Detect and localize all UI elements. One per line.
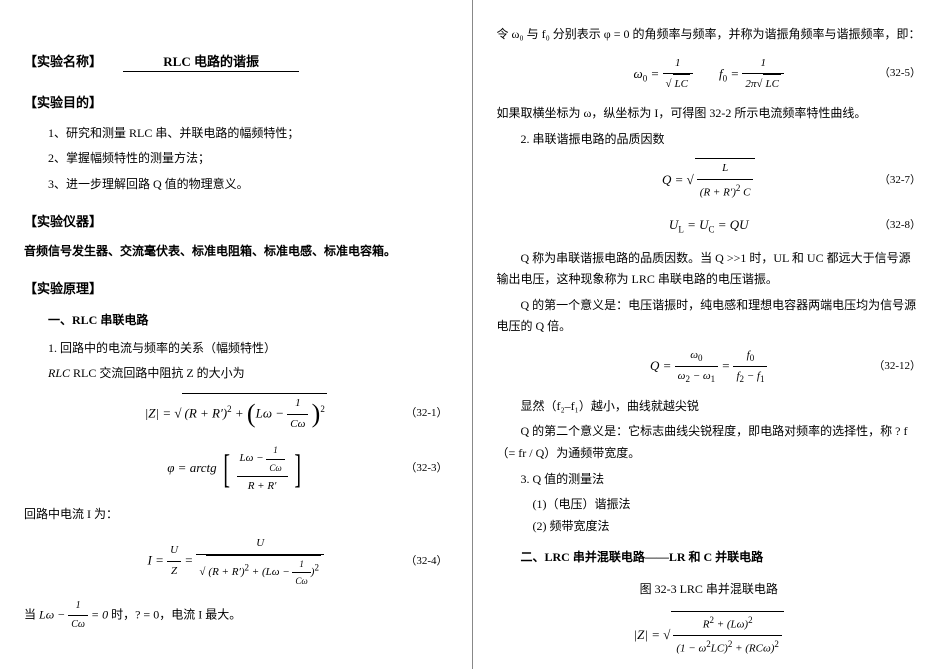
r-para-7: Q 的第二个意义是：它标志曲线尖锐程度，即电路对频率的选择性，称 ? f（= f… xyxy=(497,421,922,464)
figure-caption-32-3: 图 32-3 LRC 串并混联电路 xyxy=(497,579,922,601)
subsection-2: 二、LRC 串并混联电路——LR 和 C 并联电路 xyxy=(521,547,922,569)
title-label: 【实验名称】 xyxy=(24,54,102,69)
r-para-9: (1)（电压）谐振法 xyxy=(533,494,922,516)
principle-heading: 【实验原理】 xyxy=(24,277,448,300)
para-1: 1. 回路中的电流与频率的关系（幅频特性） xyxy=(48,338,448,360)
equation-32-8: UL = UC = QU （32-8） xyxy=(497,212,922,240)
purpose-item-2: 2、掌握幅频特性的测量方法； xyxy=(48,148,448,170)
equation-32-5: ω0 = 1√LC f0 = 12π√LC （32-5） xyxy=(497,54,922,96)
eqnum-32-12: （32-12） xyxy=(873,357,921,377)
left-column: 【实验名称】 RLC 电路的谐振 【实验目的】 1、研究和测量 RLC 串、并联… xyxy=(0,0,473,669)
subsection-1: 一、RLC 串联电路 xyxy=(48,310,448,332)
equation-32-12: Q = ω0ω2 − ω1 = f0f2 − f1 （32-12） xyxy=(497,346,922,388)
equation-32-7: Q = √L(R + R′)2 C （32-7） xyxy=(497,158,922,203)
equation-z-mixed: |Z| = √ R2 + (Lω)2 (1 − ω2LC)2 + (RCω)2 xyxy=(497,611,922,660)
purpose-heading: 【实验目的】 xyxy=(24,91,448,114)
r-para-6: 显然（f₂–f₁）越小，曲线就越尖锐 xyxy=(521,396,922,418)
para-4: 当 Lω − 1Cω = 0 时，? = 0，电流 I 最大。 xyxy=(24,597,448,634)
title-text: RLC 电路的谐振 xyxy=(123,54,299,72)
apparatus-heading: 【实验仪器】 xyxy=(24,210,448,233)
eqnum-32-8: （32-8） xyxy=(879,216,921,236)
para-2: RLC RLC 交流回路中阻抗 Z 的大小为 xyxy=(48,363,448,385)
r-para-1: 令 ω₀ 与 f₀ 分别表示 φ = 0 的角频率与频率，并称为谐振角频率与谐振… xyxy=(497,24,922,46)
r-para-5: Q 的第一个意义是：电压谐振时，纯电感和理想电容器两端电压均为信号源电压的 Q … xyxy=(497,295,922,338)
r-para-4: Q 称为串联谐振电路的品质因数。当 Q >>1 时，UL 和 UC 都远大于信号… xyxy=(497,248,922,291)
equation-32-3: φ = arctg [ Lω − 1Cω R + R′ ] （32-3） xyxy=(24,442,448,496)
eqnum-32-4: （32-4） xyxy=(405,552,447,572)
right-column: 令 ω₀ 与 f₀ 分别表示 φ = 0 的角频率与频率，并称为谐振角频率与谐振… xyxy=(473,0,945,669)
eqnum-32-7: （32-7） xyxy=(879,171,921,191)
r-para-3: 2. 串联谐振电路的品质因数 xyxy=(521,129,922,151)
r-para-8: 3. Q 值的测量法 xyxy=(521,469,922,491)
apparatus-body: 音频信号发生器、交流毫伏表、标准电阻箱、标准电感、标准电容箱。 xyxy=(24,241,448,263)
purpose-item-1: 1、研究和测量 RLC 串、并联电路的幅频特性； xyxy=(48,123,448,145)
experiment-title-row: 【实验名称】 RLC 电路的谐振 xyxy=(24,50,448,73)
r-para-10: (2) 频带宽度法 xyxy=(533,516,922,538)
eqnum-32-5: （32-5） xyxy=(879,64,921,84)
para-3: 回路中电流 I 为： xyxy=(24,504,448,526)
purpose-item-3: 3、进一步理解回路 Q 值的物理意义。 xyxy=(48,174,448,196)
equation-32-4: I = UZ = U √(R + R′)2 + (Lω − 1Cω)2 （32-… xyxy=(24,534,448,589)
eqnum-32-1: （32-1） xyxy=(405,404,447,424)
equation-32-1: |Z| = √(R + R′)2 + (Lω − 1Cω )2 （32-1） xyxy=(24,393,448,435)
eqnum-32-3: （32-3） xyxy=(405,459,447,479)
r-para-2: 如果取横坐标为 ω，纵坐标为 I，可得图 32-2 所示电流频率特性曲线。 xyxy=(497,103,922,125)
